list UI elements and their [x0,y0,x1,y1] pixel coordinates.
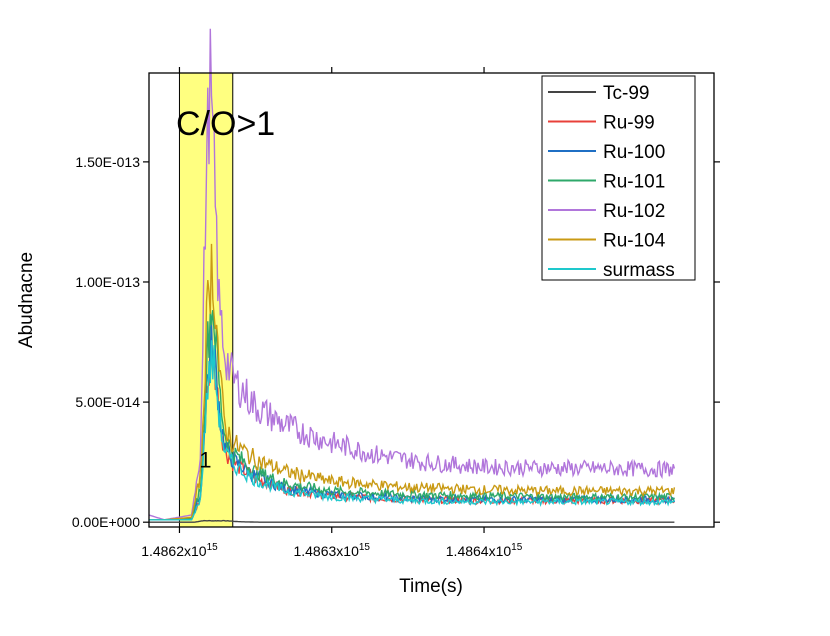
legend: Tc-99 Ru-99 Ru-100 Ru-101 Ru-102 Ru-104 surmas… [541,75,696,281]
legend-label: Ru-102 [603,201,665,222]
x-tick-label: 1.4863x1015 [293,542,370,559]
series-line-ru-104 [149,243,676,521]
legend-box [541,75,696,281]
legend-label: Ru-100 [603,142,665,163]
ticks-layer: 0.00E+000 5.00E-014 1.00E-013 1.50E-013 1.48… [72,67,720,559]
x-tick-label: 1.4864x1015 [446,542,523,559]
legend-label: Ru-99 [603,113,655,134]
x-tick-label: 1.4862x1015 [141,542,218,559]
y-axis-title: Abudnacne [16,252,37,348]
series-line-ru-102 [148,28,676,521]
series-line-surmass [149,340,675,521]
band-annotation: C/O>1 [176,105,275,143]
peak-annotation: 1 [199,448,211,473]
legend-label: Ru-104 [603,231,666,252]
legend-label: surmass [603,260,675,281]
y-tick-label: 1.00E-013 [75,274,140,290]
plot-frame [148,72,715,528]
y-tick-label: 0.00E+000 [72,514,140,530]
legend-label: Ru-101 [603,172,665,193]
y-tick-label: 1.50E-013 [75,154,140,170]
series-line-ru-100 [149,321,676,521]
series-layer [148,28,676,523]
legend-label: Tc-99 [603,83,649,104]
series-line-tc-99 [149,519,675,523]
x-axis-title: Time(s) [399,576,463,597]
y-tick-label: 5.00E-014 [75,394,140,410]
series-line-ru-101 [149,309,676,521]
